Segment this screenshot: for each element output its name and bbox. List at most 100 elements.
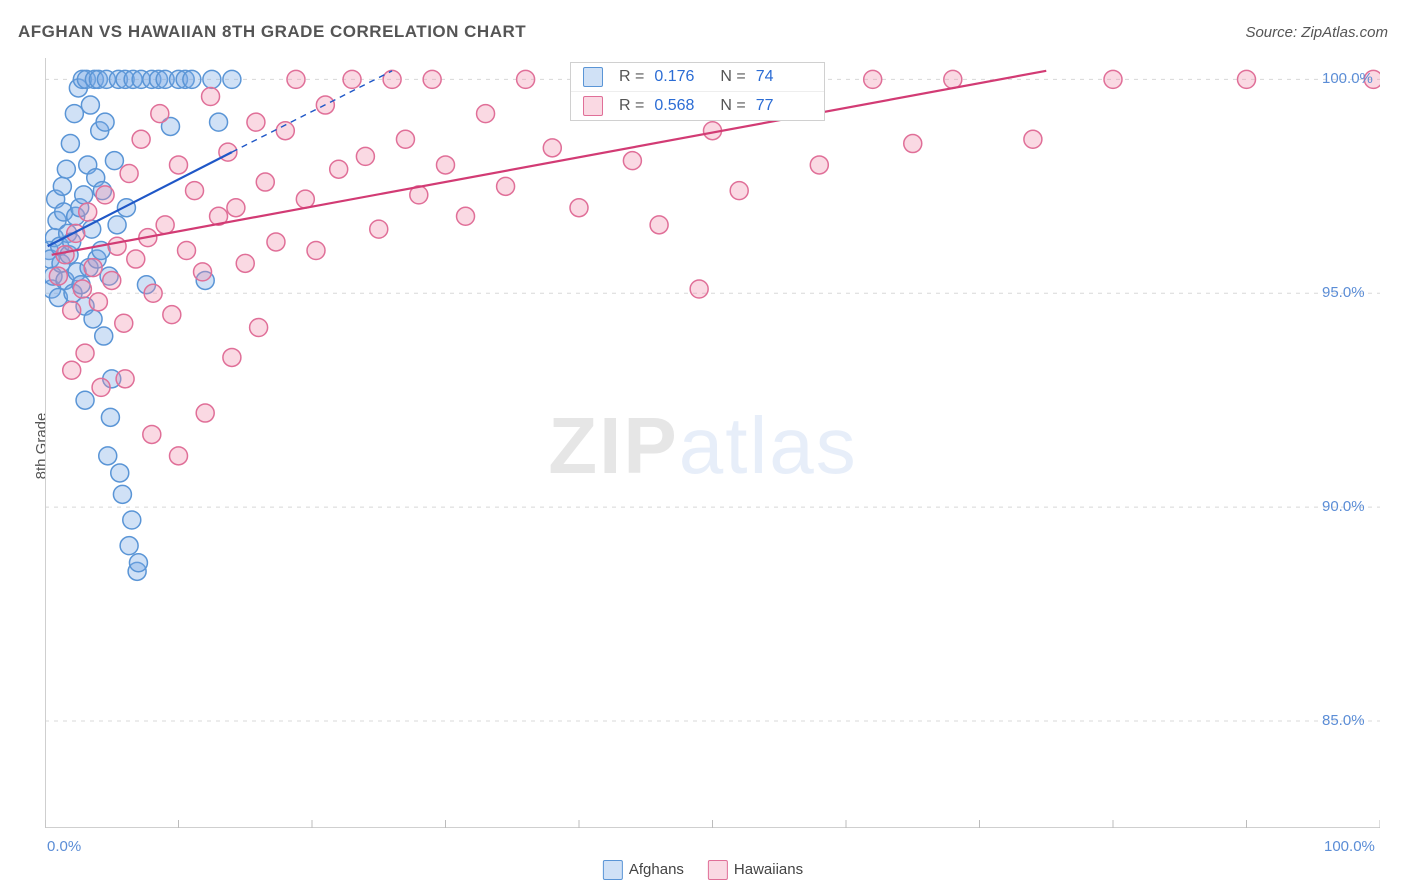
n-label: N = [720, 97, 745, 115]
data-point [343, 70, 361, 88]
data-point [690, 280, 708, 298]
x-min-label: 0.0% [47, 838, 81, 855]
data-point [437, 156, 455, 174]
data-point [1238, 70, 1256, 88]
data-point [307, 242, 325, 260]
y-tick-label: 90.0% [1322, 498, 1365, 515]
data-point [116, 370, 134, 388]
legend-item: Afghans [603, 860, 684, 880]
plot-area [45, 58, 1380, 828]
data-point [256, 173, 274, 191]
n-value: 77 [756, 97, 812, 115]
data-point [810, 156, 828, 174]
n-value: 74 [756, 68, 812, 86]
data-point [178, 242, 196, 260]
data-point [76, 391, 94, 409]
data-point [247, 113, 265, 131]
data-point [53, 177, 71, 195]
data-point [115, 314, 133, 332]
data-point [84, 259, 102, 277]
data-point [423, 70, 441, 88]
data-point [497, 177, 515, 195]
data-point [730, 182, 748, 200]
data-point [81, 96, 99, 114]
data-point [84, 310, 102, 328]
data-point [63, 361, 81, 379]
data-point [120, 165, 138, 183]
data-point [101, 408, 119, 426]
r-value: 0.568 [654, 97, 710, 115]
data-point [99, 447, 117, 465]
data-point [623, 152, 641, 170]
y-tick-label: 100.0% [1322, 70, 1373, 87]
data-point [1024, 130, 1042, 148]
legend-label: Hawaiians [734, 861, 803, 878]
data-point [111, 464, 129, 482]
data-point [170, 447, 188, 465]
data-point [250, 319, 268, 337]
data-point [904, 135, 922, 153]
data-point [49, 267, 67, 285]
data-point [117, 199, 135, 217]
data-point [650, 216, 668, 234]
data-point [396, 130, 414, 148]
data-point [76, 344, 94, 362]
data-point [123, 511, 141, 529]
data-point [202, 88, 220, 106]
legend-label: Afghans [629, 861, 684, 878]
legend-swatch [708, 860, 728, 880]
data-point [127, 250, 145, 268]
data-point [370, 220, 388, 238]
data-point [113, 485, 131, 503]
data-point [105, 152, 123, 170]
data-point [227, 199, 245, 217]
r-label: R = [619, 97, 644, 115]
data-point [236, 254, 254, 272]
data-point [75, 186, 93, 204]
data-point [89, 293, 107, 311]
data-point [210, 113, 228, 131]
data-point [457, 207, 475, 225]
series-legend: Afghans Hawaiians [603, 860, 803, 880]
legend-item: Hawaiians [708, 860, 803, 880]
data-point [517, 70, 535, 88]
data-point [356, 147, 374, 165]
data-point [79, 203, 97, 221]
data-point [65, 105, 83, 123]
data-point [477, 105, 495, 123]
data-point [223, 70, 241, 88]
data-point [330, 160, 348, 178]
legend-swatch [603, 860, 623, 880]
data-point [156, 216, 174, 234]
data-point [223, 348, 241, 366]
data-point [73, 280, 91, 298]
data-point [92, 378, 110, 396]
y-tick-label: 85.0% [1322, 712, 1365, 729]
data-point [151, 105, 169, 123]
data-point [170, 156, 188, 174]
data-point [96, 113, 114, 131]
data-point [1104, 70, 1122, 88]
data-point [56, 246, 74, 264]
legend-swatch [583, 67, 603, 87]
data-point [63, 301, 81, 319]
data-point [194, 263, 212, 281]
correlation-legend: R =0.176N =74R =0.568N =77 [570, 62, 825, 121]
y-tick-label: 95.0% [1322, 284, 1365, 301]
plot-svg [45, 58, 1380, 828]
data-point [543, 139, 561, 157]
data-point [129, 554, 147, 572]
x-max-label: 100.0% [1324, 838, 1375, 855]
chart-container: AFGHAN VS HAWAIIAN 8TH GRADE CORRELATION… [0, 0, 1406, 892]
r-label: R = [619, 68, 644, 86]
data-point [57, 160, 75, 178]
data-point [96, 186, 114, 204]
data-point [132, 130, 150, 148]
data-point [163, 306, 181, 324]
chart-title: AFGHAN VS HAWAIIAN 8TH GRADE CORRELATION… [18, 22, 526, 42]
data-point [383, 70, 401, 88]
data-point [186, 182, 204, 200]
data-point [864, 70, 882, 88]
data-point [944, 70, 962, 88]
legend-swatch [583, 96, 603, 116]
